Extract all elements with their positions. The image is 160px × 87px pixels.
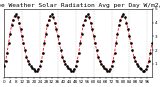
Title: Milwaukee Weather Solar Radiation Avg per Day W/m2/minute: Milwaukee Weather Solar Radiation Avg pe… xyxy=(0,3,160,8)
